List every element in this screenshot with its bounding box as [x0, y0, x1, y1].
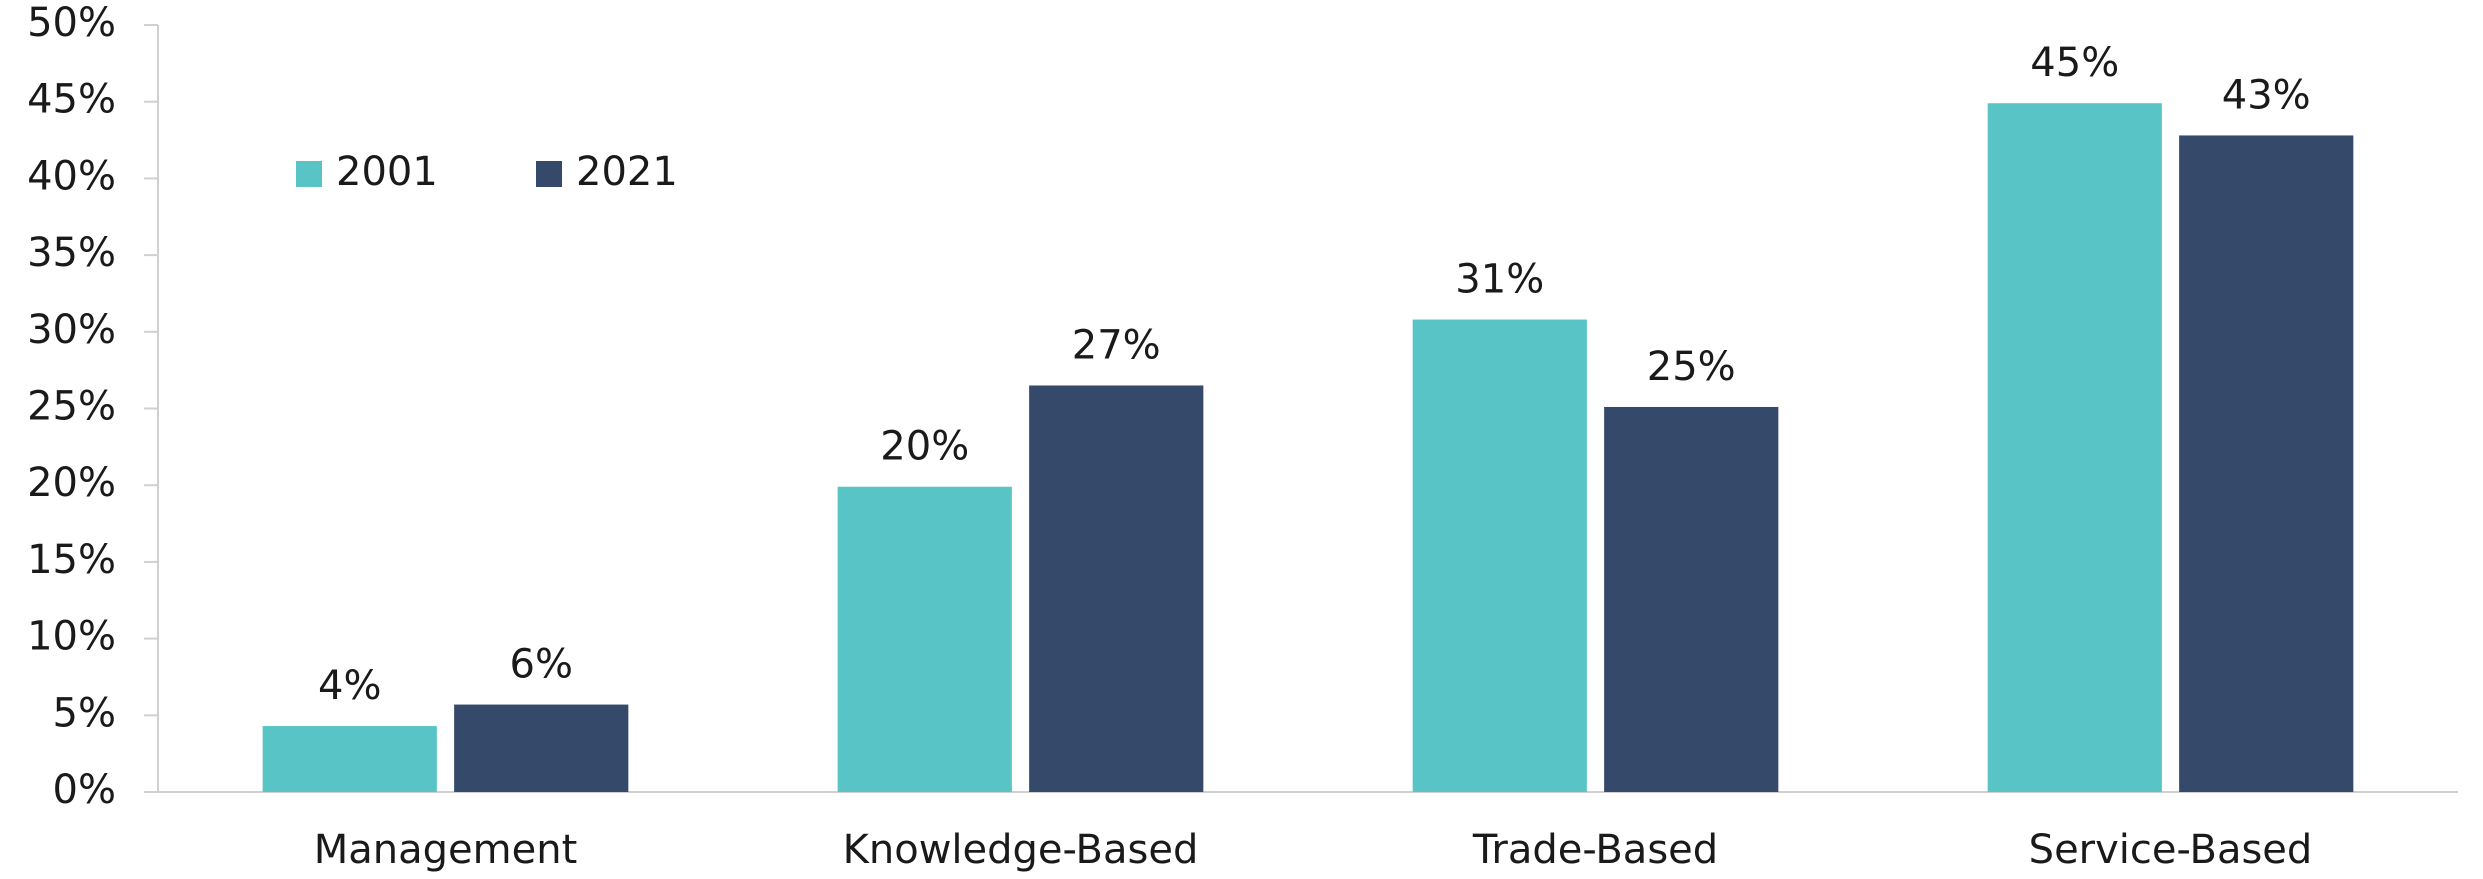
data-label: 45% — [2030, 40, 2119, 86]
y-tick-label: 40% — [27, 153, 116, 199]
x-tick-label: Trade-Based — [1472, 827, 1718, 873]
bar — [454, 704, 629, 792]
y-tick-label: 35% — [27, 230, 116, 276]
data-label: 25% — [1647, 344, 1736, 390]
y-tick-label: 15% — [27, 537, 116, 583]
bar — [1987, 103, 2162, 792]
data-label: 6% — [510, 642, 573, 688]
bar — [1412, 319, 1587, 792]
x-tick-label: Service-Based — [2029, 827, 2313, 873]
data-label: 27% — [1072, 322, 1161, 368]
bar — [1604, 406, 1779, 792]
bar — [1029, 385, 1204, 792]
data-label: 43% — [2222, 72, 2311, 118]
bar — [2179, 135, 2354, 792]
x-tick-label: Knowledge-Based — [843, 827, 1199, 873]
bar — [837, 486, 1012, 792]
y-tick-label: 5% — [53, 690, 116, 736]
legend-label: 2001 — [336, 149, 438, 195]
y-tick-label: 20% — [27, 460, 116, 506]
y-tick-label: 45% — [27, 77, 116, 123]
legend-swatch — [536, 161, 562, 187]
bar — [262, 726, 437, 792]
y-tick-label: 50% — [27, 0, 116, 46]
x-tick-label: Management — [314, 827, 578, 873]
legend-label: 2021 — [576, 149, 678, 195]
y-tick-label: 0% — [53, 767, 116, 813]
y-tick-label: 30% — [27, 307, 116, 353]
y-tick-label: 25% — [27, 384, 116, 430]
data-label: 4% — [318, 663, 381, 709]
data-label: 31% — [1455, 257, 1544, 303]
legend-swatch — [296, 161, 322, 187]
data-label: 20% — [880, 424, 969, 470]
y-tick-label: 10% — [27, 614, 116, 660]
